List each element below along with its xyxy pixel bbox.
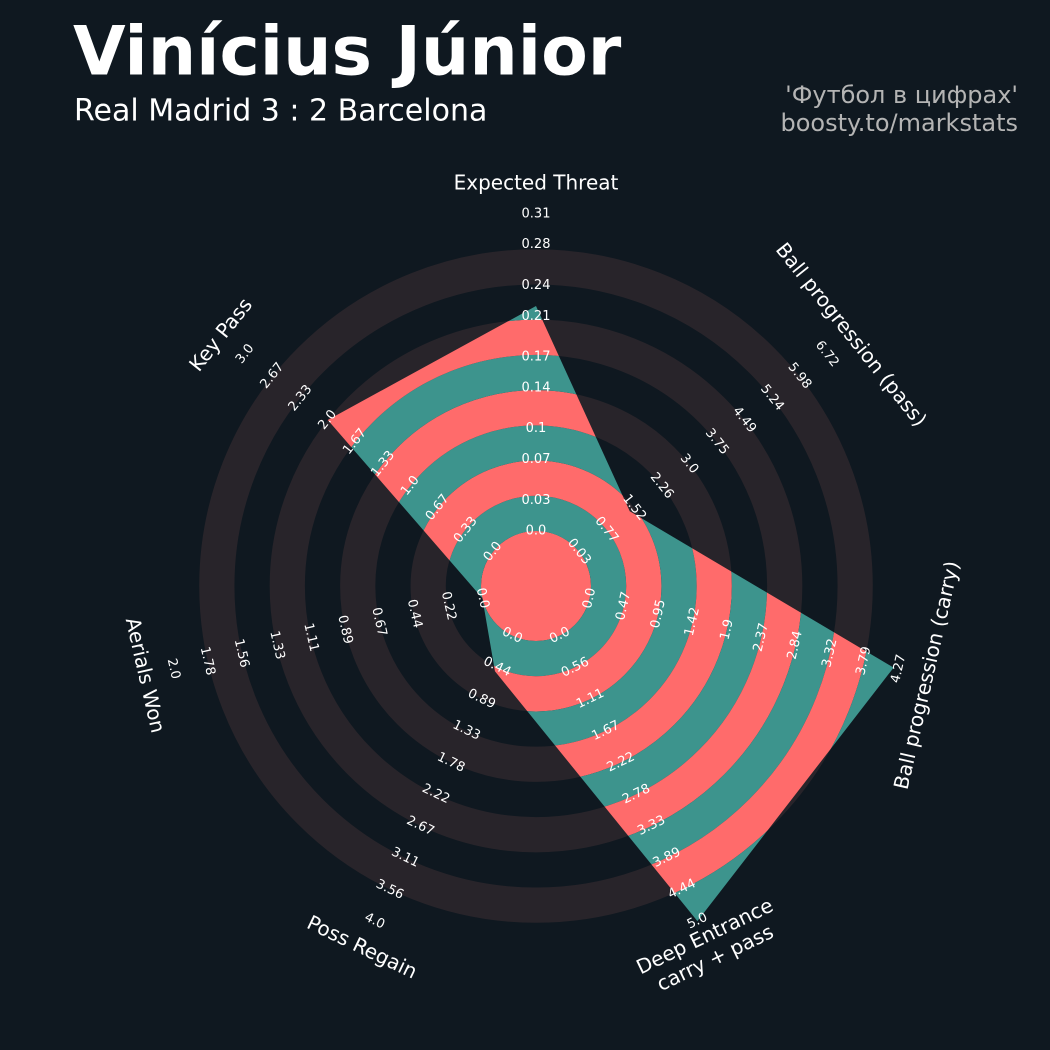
tick-label: 0.28 — [522, 237, 551, 252]
tick-label: 0.17 — [522, 350, 551, 365]
tick-label: 0.0 — [473, 586, 492, 610]
tick-label: 1.9 — [718, 618, 737, 642]
tick-label: 0.95 — [648, 598, 669, 630]
tick-label: 0.24 — [522, 278, 551, 293]
center-disc — [481, 531, 591, 641]
tick-label: 3.79 — [853, 645, 874, 677]
tick-label: 2.0 — [164, 657, 183, 681]
tick-label: 0.67 — [368, 606, 389, 638]
chart-title: Vinícius Júnior — [73, 13, 622, 92]
credit: 'Футбол в цифрах' — [785, 81, 1018, 109]
credit: boosty.to/markstats — [781, 109, 1019, 137]
tick-label: 0.0 — [580, 586, 599, 610]
tick-label: 0.07 — [522, 452, 551, 467]
tick-label: 0.21 — [522, 309, 551, 324]
tick-label: 1.42 — [682, 606, 703, 638]
tick-label: 0.14 — [522, 380, 551, 395]
tick-label: 0.03 — [522, 493, 551, 508]
tick-label: 0.31 — [522, 207, 551, 222]
tick-label: 1.33 — [266, 629, 287, 661]
tick-label: 4.27 — [888, 653, 909, 685]
tick-label: 0.47 — [613, 590, 634, 622]
tick-label: 1.56 — [231, 637, 252, 669]
param-label: Expected Threat — [454, 171, 619, 195]
tick-label: 0.44 — [404, 598, 425, 630]
tick-label: 0.0 — [526, 524, 547, 539]
tick-label: 0.89 — [334, 614, 355, 646]
chart-subtitle: Real Madrid 3 : 2 Barcelona — [74, 94, 487, 129]
tick-label: 3.32 — [819, 637, 840, 669]
ring — [199, 249, 873, 923]
tick-label: 1.78 — [197, 645, 218, 677]
tick-label: 2.37 — [751, 622, 772, 654]
tick-label: 0.22 — [438, 590, 459, 622]
tick-label: 2.84 — [785, 629, 806, 661]
tick-label: 1.11 — [300, 622, 321, 654]
tick-label: 0.1 — [526, 421, 547, 436]
